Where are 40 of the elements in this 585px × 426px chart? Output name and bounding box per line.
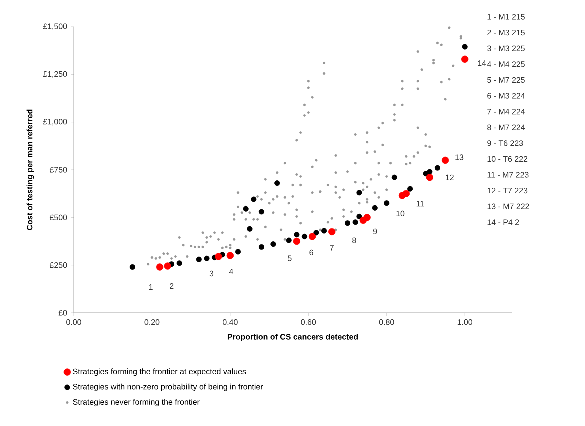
point (462, 44, 468, 50)
point (156, 264, 164, 271)
point (196, 256, 202, 262)
point (226, 252, 234, 260)
point (247, 226, 253, 232)
point (392, 174, 398, 180)
point (270, 242, 276, 248)
point (356, 190, 362, 196)
point (286, 238, 292, 244)
point (308, 233, 316, 240)
point (344, 220, 351, 226)
point (408, 186, 414, 192)
point (384, 200, 390, 206)
point (258, 209, 265, 215)
point (274, 180, 280, 186)
point (251, 196, 257, 202)
point (293, 238, 300, 246)
point (426, 174, 434, 182)
point (204, 256, 210, 262)
point (258, 244, 265, 250)
point (164, 262, 172, 270)
point (434, 165, 440, 171)
point (243, 206, 249, 212)
point (352, 220, 358, 226)
point (356, 214, 362, 220)
point (402, 190, 410, 198)
point (442, 156, 450, 164)
point (302, 234, 308, 240)
point (461, 56, 469, 63)
point (427, 169, 433, 175)
point (372, 205, 378, 211)
point (314, 230, 320, 236)
point (364, 214, 371, 222)
point (176, 260, 182, 266)
point (215, 253, 222, 260)
point (235, 249, 242, 255)
point (328, 228, 336, 236)
point (322, 228, 328, 234)
point (294, 232, 300, 238)
point (130, 264, 136, 270)
